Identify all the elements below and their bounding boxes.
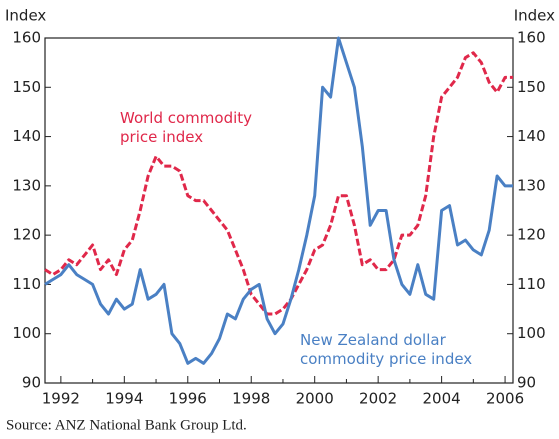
y2-tick-label: 100 <box>517 324 546 342</box>
y-tick-label: 140 <box>12 127 41 145</box>
y-tick-label: 130 <box>12 176 41 194</box>
x-tick-label: 2000 <box>296 390 334 408</box>
series-annotation-line: price index <box>120 128 203 146</box>
x-tick-label: 2004 <box>423 390 461 408</box>
x-tick-label: 1996 <box>169 390 207 408</box>
y-axis-label-right: Index <box>514 7 555 25</box>
y2-tick-label: 150 <box>517 78 546 96</box>
series-annotation: New Zealand dollar commodity price index <box>300 331 472 368</box>
y2-tick-label: 130 <box>517 176 546 194</box>
y2-tick-label: 140 <box>517 127 546 145</box>
series-line <box>44 51 513 316</box>
x-tick-label: 1998 <box>232 390 270 408</box>
y-tick-label: 120 <box>12 226 41 244</box>
y-tick-label: 100 <box>12 324 41 342</box>
series-annotation-line: New Zealand dollar <box>300 331 447 349</box>
y-axis-label-left: Index <box>5 7 46 25</box>
source: Source: ANZ National Bank Group Ltd. <box>6 417 247 433</box>
series-line <box>44 36 513 365</box>
y2-tick-label: 120 <box>517 226 546 244</box>
y-tick-label: 150 <box>12 78 41 96</box>
series-annotation-line: commodity price index <box>300 350 472 368</box>
x-tick-label: 2006 <box>486 390 524 408</box>
series-annotation-line: World commodity <box>120 109 252 127</box>
x-tick-label: 1992 <box>42 390 80 408</box>
y-tick-label: 110 <box>12 275 41 293</box>
y-tick-label: 90 <box>22 374 41 392</box>
y2-tick-label: 160 <box>517 29 546 47</box>
y2-tick-label: 90 <box>517 374 536 392</box>
y-tick-label: 160 <box>12 29 41 47</box>
x-tick-label: 2002 <box>359 390 397 408</box>
series-annotation: World commodity price index <box>120 109 252 146</box>
y2-tick-label: 110 <box>517 275 546 293</box>
plot-frame <box>44 37 514 384</box>
x-tick-label: 1994 <box>105 390 143 408</box>
